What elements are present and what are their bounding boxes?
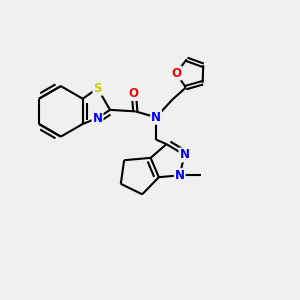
Text: O: O [171, 67, 181, 80]
Text: N: N [179, 148, 189, 161]
Text: S: S [93, 82, 102, 95]
Text: N: N [175, 169, 185, 182]
Text: N: N [151, 111, 161, 124]
Text: N: N [93, 112, 103, 124]
Text: O: O [129, 87, 139, 100]
